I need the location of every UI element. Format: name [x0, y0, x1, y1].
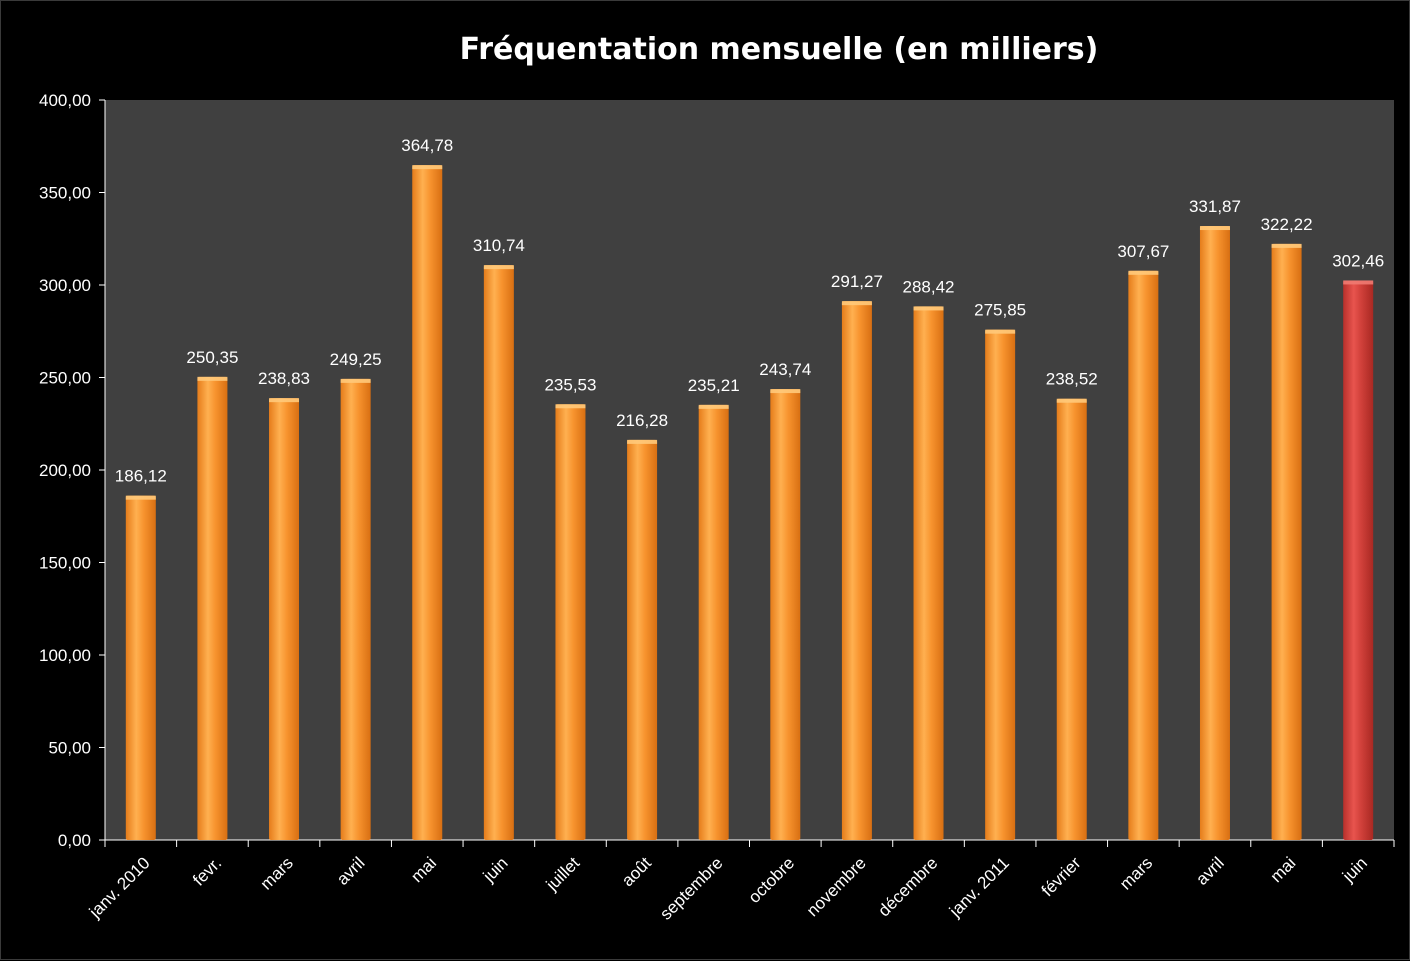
x-category-label: octobre — [745, 853, 799, 907]
bar — [555, 404, 586, 840]
data-labels: 186,12 250,35 238,83 249,25 364,78 310,74 235,… — [115, 136, 1384, 486]
bar-cap — [1271, 243, 1302, 248]
y-tick-label: 350,00 — [39, 184, 91, 203]
x-category-label: mai — [1267, 853, 1300, 886]
x-category-label: février — [1038, 853, 1085, 900]
y-tick-label: 400,00 — [39, 91, 91, 110]
bar-cap — [412, 165, 443, 170]
bar — [1056, 398, 1087, 840]
x-category-label: juin — [479, 853, 512, 886]
bar-cap — [483, 265, 514, 270]
bar-cap — [770, 389, 801, 394]
x-category-label: septembre — [656, 853, 726, 923]
bar-cap — [1199, 226, 1230, 231]
bar — [985, 329, 1016, 840]
bar-cap — [125, 495, 156, 500]
chart-title: Fréquentation mensuelle (en milliers) — [460, 32, 1099, 67]
bar — [698, 404, 729, 840]
bar-cap — [627, 439, 658, 444]
bar — [913, 306, 944, 841]
data-label: 288,42 — [903, 277, 955, 296]
bar-cap — [698, 404, 729, 409]
y-axis: 0,00 50,00 100,00 150,00 200,00 250,00 300,00 3… — [39, 91, 106, 850]
plot-area — [105, 100, 1394, 840]
y-tick-label: 50,00 — [48, 739, 91, 758]
bar-cap — [913, 306, 944, 311]
x-category-label: décembre — [874, 853, 941, 920]
x-axis: janv. 2010 fevr. mars avril mai juin juillet ao… — [85, 839, 1395, 924]
data-label: 291,27 — [831, 272, 883, 291]
data-label: 235,53 — [544, 375, 596, 394]
x-category-label: juillet — [542, 853, 584, 895]
data-label: 238,52 — [1046, 370, 1098, 389]
bar-cap — [269, 398, 300, 403]
x-category-label: janv. 2010 — [85, 853, 154, 922]
x-category-label: mai — [407, 853, 440, 886]
data-label: 322,22 — [1261, 215, 1313, 234]
data-label: 331,87 — [1189, 197, 1241, 216]
bar — [1199, 226, 1230, 840]
x-category-label: fevr. — [189, 853, 225, 889]
data-label: 238,83 — [258, 369, 310, 388]
x-category-label: janv. 2011 — [945, 853, 1013, 921]
data-label: 302,46 — [1332, 251, 1384, 270]
bar — [841, 301, 872, 840]
y-tick-label: 200,00 — [39, 461, 91, 480]
bar-cap — [1056, 398, 1087, 403]
data-label: 364,78 — [401, 136, 453, 155]
bar-cap — [841, 301, 872, 306]
y-tick-label: 300,00 — [39, 276, 91, 295]
bar-cap — [340, 378, 371, 383]
bar — [197, 376, 228, 840]
data-label: 275,85 — [974, 301, 1026, 320]
x-category-label: août — [618, 853, 655, 890]
bar — [627, 439, 658, 840]
x-category-label: mars — [1116, 853, 1156, 893]
data-label: 249,25 — [330, 350, 382, 369]
bar — [1128, 270, 1159, 840]
bar — [340, 378, 371, 840]
data-label: 250,35 — [186, 348, 238, 367]
x-category-label: avril — [333, 853, 368, 888]
data-label: 310,74 — [473, 236, 525, 255]
bar-cap — [555, 404, 586, 409]
data-label: 307,67 — [1117, 242, 1169, 261]
data-label: 235,21 — [688, 376, 740, 395]
x-category-label: novembre — [803, 853, 870, 920]
bar — [770, 389, 801, 840]
y-tick-label: 250,00 — [39, 369, 91, 388]
data-label: 216,28 — [616, 411, 668, 430]
bar-cap — [1343, 280, 1374, 285]
data-label: 243,74 — [759, 360, 811, 379]
bar — [483, 265, 514, 841]
bars — [125, 165, 1374, 841]
bar — [269, 398, 300, 840]
y-tick-label: 150,00 — [39, 554, 91, 573]
bar-cap — [197, 376, 228, 381]
y-tick-label: 0,00 — [58, 831, 91, 850]
data-label: 186,12 — [115, 467, 167, 486]
x-category-label: juin — [1338, 853, 1371, 886]
bar-cap — [985, 329, 1016, 334]
bar — [412, 165, 443, 841]
bar — [1343, 280, 1374, 841]
y-tick-label: 100,00 — [39, 646, 91, 665]
x-category-label: mars — [257, 853, 297, 893]
bar — [125, 495, 156, 840]
bar — [1271, 243, 1302, 840]
bar-cap — [1128, 270, 1159, 275]
x-category-label: avril — [1192, 853, 1227, 888]
